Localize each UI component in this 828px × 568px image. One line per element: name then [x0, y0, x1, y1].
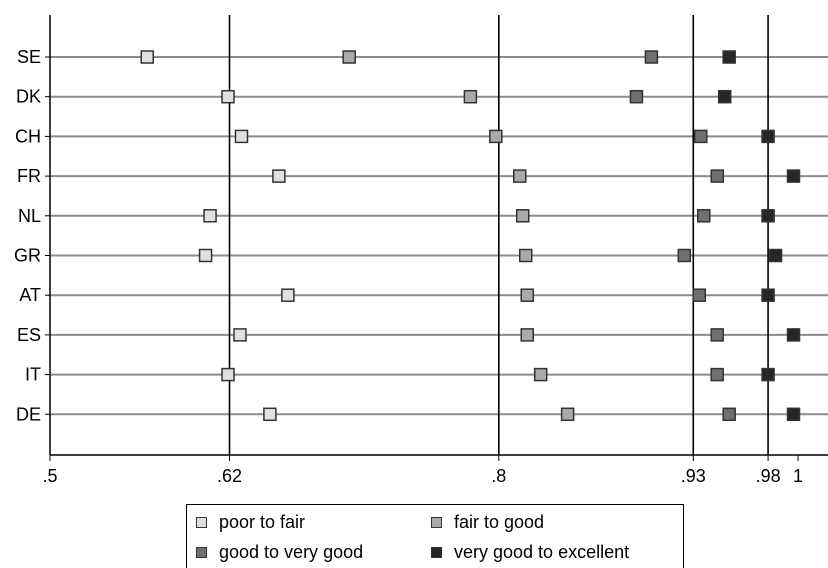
legend-item-good-to-very-good: good to very good [196, 542, 363, 563]
point-good-to-very-good-de [722, 407, 736, 422]
point-very-good-to-excellent-fr [786, 169, 801, 183]
point-poor-to-fair-se [140, 50, 154, 64]
point-fair-to-good-at [520, 288, 534, 302]
point-poor-to-fair-it [221, 367, 235, 382]
point-good-to-very-good-fr [710, 169, 724, 183]
point-good-to-very-good-es [710, 328, 724, 342]
point-fair-to-good-gr [518, 248, 533, 263]
point-very-good-to-excellent-nl [761, 209, 775, 223]
point-fair-to-good-es [520, 328, 534, 342]
legend-swatch-fair-to-good [431, 517, 442, 528]
point-very-good-to-excellent-gr [768, 248, 783, 263]
x-tick-label-8: .8 [491, 466, 506, 486]
point-very-good-to-excellent-dk [717, 89, 732, 104]
point-good-to-very-good-gr [677, 248, 692, 263]
legend-label-very-good-to-excellent: very good to excellent [454, 542, 630, 562]
legend-swatch-very-good-to-excellent [431, 547, 442, 558]
x-tick-label-1: 1 [793, 466, 803, 486]
point-poor-to-fair-at [281, 288, 295, 302]
y-tick-label-es: ES [17, 325, 41, 345]
y-axis-tick-labels: SE DK CH FR NL GR AT ES IT DE [14, 47, 50, 424]
point-poor-to-fair-es [233, 328, 247, 342]
legend-item-very-good-to-excellent: very good to excellent [431, 542, 629, 563]
data-points [140, 50, 801, 422]
x-tick-label-93: .93 [681, 466, 706, 486]
x-tick-label-98: .98 [756, 466, 781, 486]
x-tick-label-62: .62 [217, 466, 242, 486]
x-axis-ticks: .5 .62 .8 .93 .98 1 [42, 455, 803, 486]
point-very-good-to-excellent-ch [761, 129, 775, 144]
legend-item-poor-to-fair: poor to fair [196, 512, 305, 533]
y-tick-label-gr: GR [14, 246, 41, 266]
point-poor-to-fair-fr [272, 169, 286, 183]
reference-lines [228, 15, 769, 455]
point-good-to-very-good-se [644, 50, 659, 64]
point-very-good-to-excellent-it [761, 367, 775, 382]
point-very-good-to-excellent-de [786, 407, 801, 422]
point-fair-to-good-ch [489, 129, 503, 144]
y-tick-label-at: AT [19, 285, 41, 305]
point-fair-to-good-de [560, 407, 575, 422]
point-good-to-very-good-at [692, 288, 707, 302]
y-tick-label-nl: NL [18, 206, 41, 226]
x-tick-label-5: .5 [42, 466, 57, 486]
point-fair-to-good-dk [463, 89, 478, 104]
point-poor-to-fair-nl [203, 209, 217, 223]
y-tick-label-ch: CH [15, 126, 41, 146]
point-fair-to-good-se [342, 50, 356, 64]
y-tick-label-se: SE [17, 47, 41, 67]
chart-legend: poor to fair fair to good good to very g… [186, 504, 684, 568]
y-tick-label-dk: DK [16, 87, 41, 107]
y-tick-label-fr: FR [17, 166, 41, 186]
point-fair-to-good-fr [512, 169, 527, 183]
dot-plot-chart: SE DK CH FR NL GR AT ES IT DE .5 .62 .8 .93 .98 1 [14, 15, 828, 486]
point-good-to-very-good-ch [694, 129, 708, 144]
point-very-good-to-excellent-se [722, 50, 736, 64]
legend-item-fair-to-good: fair to good [431, 512, 544, 533]
row-gridlines [50, 56, 828, 416]
legend-swatch-good-to-very-good [196, 547, 207, 558]
point-fair-to-good-it [533, 367, 548, 382]
point-good-to-very-good-nl [697, 209, 711, 223]
legend-label-fair-to-good: fair to good [454, 512, 545, 532]
legend-label-good-to-very-good: good to very good [219, 542, 364, 562]
point-poor-to-fair-gr [198, 248, 213, 263]
y-tick-label-de: DE [16, 404, 41, 424]
point-very-good-to-excellent-es [786, 328, 801, 342]
y-tick-label-it: IT [25, 365, 41, 385]
point-fair-to-good-nl [515, 209, 530, 223]
point-poor-to-fair-ch [234, 129, 249, 144]
legend-swatch-poor-to-fair [196, 517, 207, 528]
point-poor-to-fair-de [263, 407, 277, 422]
point-good-to-very-good-it [710, 367, 724, 382]
point-very-good-to-excellent-at [761, 288, 775, 302]
legend-label-poor-to-fair: poor to fair [219, 512, 306, 532]
point-poor-to-fair-dk [221, 89, 235, 104]
point-good-to-very-good-dk [629, 89, 644, 104]
